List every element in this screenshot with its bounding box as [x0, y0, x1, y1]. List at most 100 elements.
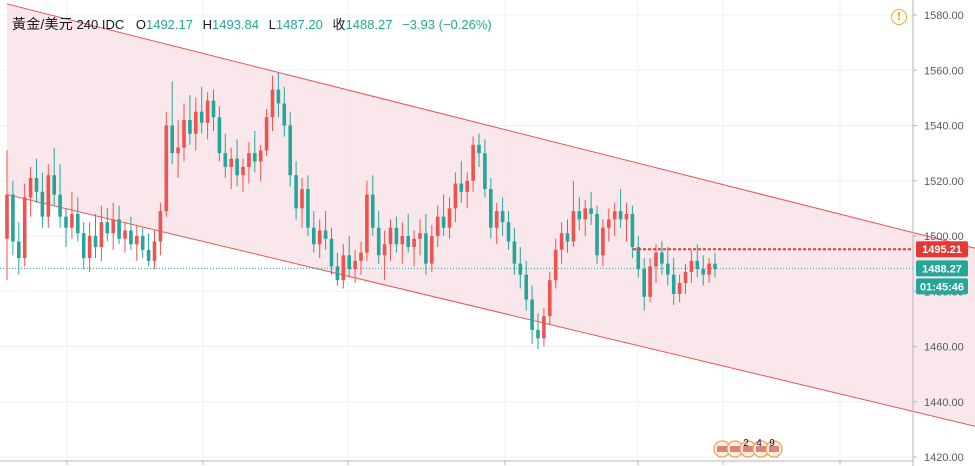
- candle-body[interactable]: [689, 260, 694, 272]
- candle-body[interactable]: [365, 194, 369, 253]
- candle-body[interactable]: [382, 244, 387, 256]
- candle-body[interactable]: [17, 241, 21, 259]
- candle-body[interactable]: [671, 274, 676, 295]
- candle-body[interactable]: [536, 329, 540, 339]
- candle-body[interactable]: [471, 144, 475, 181]
- candle-body[interactable]: [394, 227, 399, 245]
- candle-body[interactable]: [666, 263, 670, 275]
- candle-body[interactable]: [329, 238, 334, 267]
- candle-body[interactable]: [418, 233, 422, 239]
- symbol-name[interactable]: 黃金/美元: [12, 16, 73, 32]
- candle-body[interactable]: [430, 236, 434, 264]
- candle-body[interactable]: [235, 158, 239, 176]
- candle-body[interactable]: [317, 230, 322, 245]
- candle-body[interactable]: [347, 255, 351, 270]
- candle-body[interactable]: [571, 211, 576, 242]
- candle-body[interactable]: [371, 194, 375, 228]
- candle-body[interactable]: [188, 119, 192, 134]
- candle-body[interactable]: [607, 219, 611, 228]
- candle-body[interactable]: [117, 219, 121, 239]
- candle-body[interactable]: [412, 238, 416, 248]
- candle-body[interactable]: [683, 271, 688, 283]
- candle-body[interactable]: [241, 166, 245, 176]
- candle-body[interactable]: [459, 183, 464, 192]
- candle-body[interactable]: [28, 177, 33, 198]
- candle-body[interactable]: [494, 211, 499, 228]
- candle-body[interactable]: [701, 269, 705, 275]
- candle-body[interactable]: [548, 280, 552, 317]
- candle-body[interactable]: [199, 111, 204, 123]
- candle-body[interactable]: [424, 233, 428, 264]
- candle-body[interactable]: [58, 194, 62, 217]
- candle-body[interactable]: [524, 274, 528, 300]
- candle-body[interactable]: [677, 282, 682, 295]
- candle-body[interactable]: [595, 213, 599, 256]
- candle-body[interactable]: [660, 252, 664, 264]
- candle-body[interactable]: [211, 100, 216, 118]
- candle-body[interactable]: [618, 211, 623, 220]
- candle-body[interactable]: [506, 222, 511, 242]
- candle-body[interactable]: [158, 211, 163, 242]
- candle-body[interactable]: [483, 153, 487, 190]
- candle-body[interactable]: [170, 125, 174, 154]
- candle-body[interactable]: [601, 227, 605, 256]
- candle-body[interactable]: [264, 117, 269, 151]
- alert-price-tag[interactable]: [916, 241, 968, 258]
- candle-body[interactable]: [707, 263, 711, 275]
- candle-body[interactable]: [300, 189, 304, 209]
- candle-body[interactable]: [441, 216, 446, 228]
- candle-body[interactable]: [323, 230, 328, 239]
- candle-body[interactable]: [589, 208, 593, 214]
- candle-body[interactable]: [648, 266, 652, 297]
- candle-body[interactable]: [111, 219, 115, 234]
- candle-body[interactable]: [217, 117, 222, 154]
- candle-body[interactable]: [46, 175, 51, 217]
- candle-body[interactable]: [465, 180, 469, 192]
- last-price-tag[interactable]: [916, 260, 968, 277]
- candle-body[interactable]: [559, 233, 564, 250]
- candle-body[interactable]: [624, 213, 629, 220]
- candle-body[interactable]: [76, 213, 80, 234]
- candle-body[interactable]: [577, 211, 582, 220]
- candle-body[interactable]: [135, 236, 139, 245]
- candle-body[interactable]: [312, 227, 316, 245]
- channel-upper-line[interactable]: [6, 3, 975, 272]
- candle-body[interactable]: [542, 316, 546, 339]
- candle-body[interactable]: [87, 236, 92, 259]
- candle-body[interactable]: [406, 236, 410, 248]
- interval-label[interactable]: 240: [76, 17, 99, 32]
- candle-body[interactable]: [612, 211, 617, 220]
- candle-body[interactable]: [453, 183, 458, 209]
- candle-body[interactable]: [636, 247, 641, 270]
- candle-body[interactable]: [288, 125, 292, 176]
- candle-body[interactable]: [306, 189, 310, 228]
- candle-body[interactable]: [565, 233, 570, 242]
- candle-body[interactable]: [152, 241, 157, 261]
- candle-body[interactable]: [22, 197, 27, 259]
- candle-body[interactable]: [388, 227, 393, 245]
- candle-body[interactable]: [294, 175, 298, 209]
- candle-body[interactable]: [530, 299, 534, 330]
- candle-body[interactable]: [713, 263, 717, 270]
- candle-body[interactable]: [99, 222, 104, 248]
- candle-body[interactable]: [34, 177, 39, 192]
- candle-body[interactable]: [247, 153, 251, 167]
- candle-body[interactable]: [353, 260, 357, 270]
- candle-body[interactable]: [583, 208, 587, 220]
- candle-body[interactable]: [146, 249, 151, 261]
- candle-body[interactable]: [229, 158, 233, 167]
- candle-body[interactable]: [276, 89, 281, 104]
- candle-body[interactable]: [11, 194, 15, 242]
- candle-body[interactable]: [194, 111, 198, 134]
- candle-body[interactable]: [52, 175, 56, 195]
- candle-body[interactable]: [64, 216, 68, 228]
- candle-body[interactable]: [81, 233, 86, 259]
- candle-body[interactable]: [512, 241, 517, 264]
- candle-body[interactable]: [376, 227, 381, 256]
- candle-body[interactable]: [140, 236, 145, 250]
- candle-body[interactable]: [253, 153, 257, 162]
- candle-body[interactable]: [642, 269, 646, 297]
- candle-body[interactable]: [400, 236, 405, 245]
- candle-body[interactable]: [223, 153, 228, 167]
